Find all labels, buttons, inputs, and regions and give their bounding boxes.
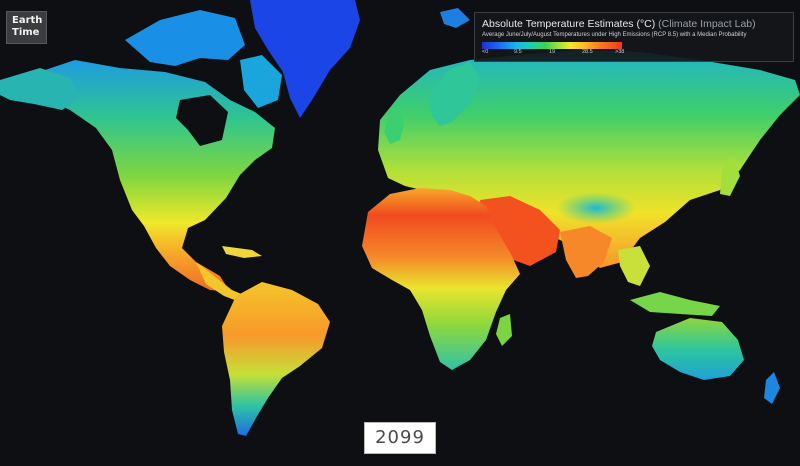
legend-color-scale <box>482 42 622 49</box>
logo-line-1: Earth <box>12 15 43 26</box>
legend-tick: >38 <box>615 49 625 55</box>
baffin-island <box>240 55 282 108</box>
legend-tick: 9.5 <box>514 49 522 55</box>
africa <box>362 188 520 370</box>
legend-tick: 28.5 <box>582 49 593 55</box>
japan <box>720 158 740 196</box>
middle-east <box>480 196 560 266</box>
central-america <box>196 262 246 302</box>
hudson-bay <box>176 95 228 146</box>
tibetan-plateau <box>556 192 636 224</box>
svalbard <box>440 8 470 28</box>
greenland <box>250 0 360 118</box>
indonesia <box>630 292 720 316</box>
madagascar <box>496 314 512 346</box>
australia <box>652 318 744 380</box>
legend-title-row: Absolute Temperature Estimates (°C) (Cli… <box>482 18 786 30</box>
british-isles <box>384 108 404 144</box>
legend-ticks: <0 9.5 19 28.5 >38 <box>482 49 632 56</box>
new-zealand <box>764 372 780 404</box>
arctic-islands <box>125 10 245 66</box>
earth-time-logo[interactable]: Earth Time <box>6 11 47 44</box>
scandinavia <box>428 62 480 126</box>
logo-line-2: Time <box>12 27 40 38</box>
eurasia <box>378 50 800 268</box>
south-america <box>222 282 330 436</box>
legend-title: Absolute Temperature Estimates (°C) <box>482 18 656 30</box>
southeast-asia <box>618 246 650 286</box>
alaska <box>0 68 80 110</box>
year-display: 2099 <box>364 422 436 454</box>
caribbean <box>222 246 262 258</box>
legend-tick: 19 <box>549 49 556 55</box>
legend-tick: <0 <box>482 49 489 55</box>
legend-subtitle: Average June/July/August Temperatures un… <box>482 32 747 38</box>
legend-source: (Climate Impact Lab) <box>658 18 756 30</box>
india <box>560 226 612 278</box>
map-legend: Absolute Temperature Estimates (°C) (Cli… <box>474 12 794 62</box>
